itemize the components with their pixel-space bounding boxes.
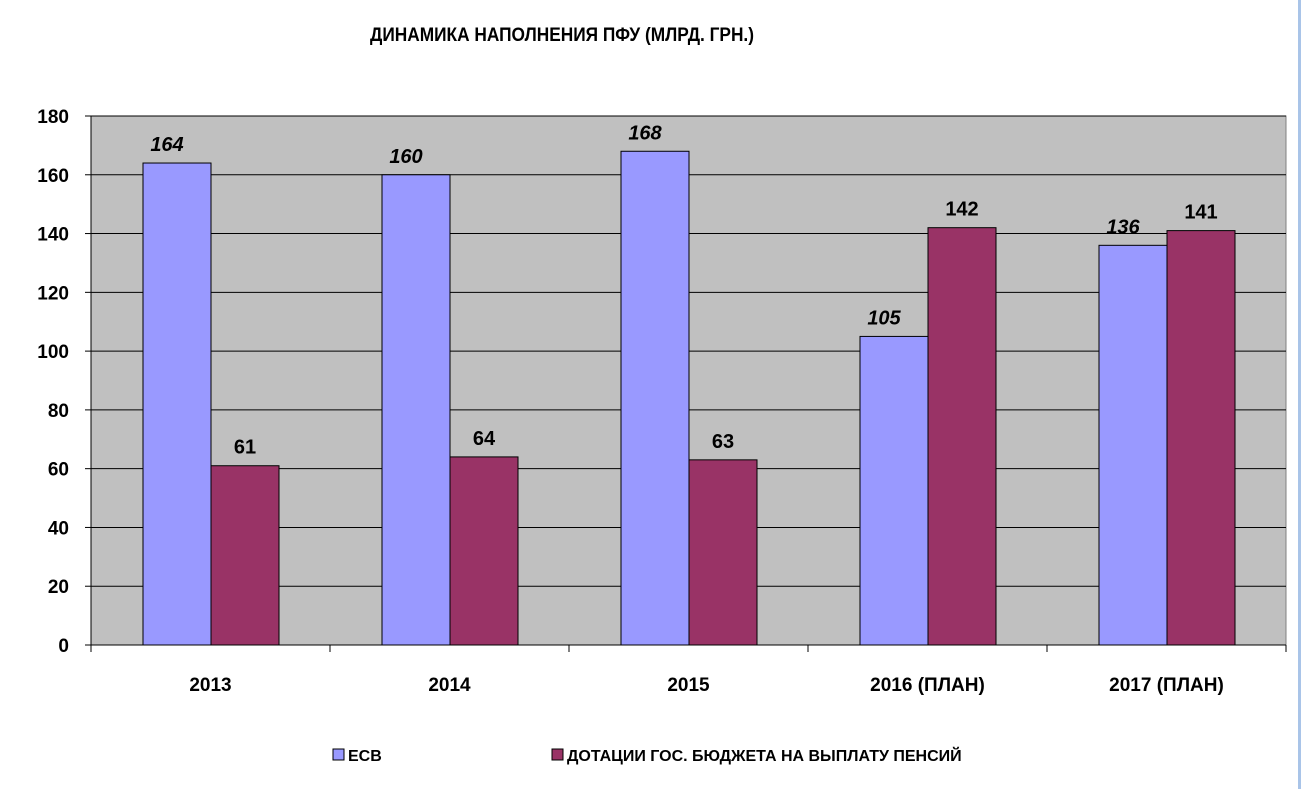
legend: ЕСВ ДОТАЦИИ ГОС. БЮДЖЕТА НА ВЫПЛАТУ ПЕНСИ… [332,746,962,765]
y-tick-label: 100 [37,342,69,363]
legend-label: ЕСВ [348,748,382,765]
y-tick-label: 180 [37,107,69,128]
y-tick-label: 120 [37,283,69,304]
legend-swatch [332,748,345,761]
bar-dotacii [688,459,758,646]
bar-dotacii [927,227,997,646]
y-tick-label: 0 [58,636,69,657]
y-tick-label: 160 [37,166,69,187]
plot-area: 0 20 40 60 80 100 120 140 160 180 2013 164 61 2014 160… [37,107,1287,696]
bar-esv [1098,244,1168,646]
legend-label: ДОТАЦИИ ГОС. БЮДЖЕТА НА ВЫПЛАТУ ПЕНСИЙ [567,746,962,765]
bar-dotacii [210,465,280,646]
chart-title: ДИНАМИКА НАПОЛНЕНИЯ ПФУ (МЛРД. ГРН.) [370,25,754,46]
data-label: 64 [473,428,496,450]
data-label: 61 [234,437,256,459]
legend-swatch [551,748,564,761]
y-tick-label: 40 [48,518,69,539]
data-label: 160 [389,146,422,168]
data-label: 164 [150,134,183,156]
data-label: 141 [1184,202,1217,224]
bar-esv [381,174,451,646]
bar-dotacii [1166,230,1236,646]
data-label: 63 [712,431,734,453]
x-tick-label: 2016 (ПЛАН) [870,675,985,696]
data-label: 168 [628,122,662,144]
y-tick-label: 80 [48,401,69,422]
data-label: 136 [1106,216,1140,238]
window-edge [1298,0,1301,789]
x-tick-label: 2013 [189,675,231,696]
data-label: 142 [945,199,978,221]
bar-esv [859,335,929,646]
x-tick-label: 2015 [667,675,710,696]
x-tick-label: 2017 (ПЛАН) [1109,675,1224,696]
bar-esv [620,150,690,646]
data-label: 105 [867,307,901,329]
y-tick-label: 20 [48,577,69,598]
y-tick-label: 60 [48,460,69,481]
bar-dotacii [449,456,519,646]
y-tick-label: 140 [37,225,69,246]
bar-esv [142,162,212,646]
x-tick-label: 2014 [428,675,471,696]
